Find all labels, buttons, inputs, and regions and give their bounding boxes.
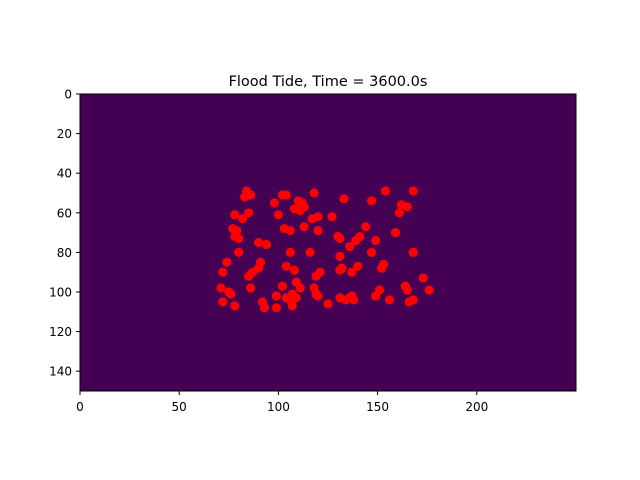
axes-frame	[79, 93, 577, 392]
particle-point	[234, 233, 244, 244]
particle-point	[216, 283, 226, 293]
particle-point	[347, 267, 357, 277]
particle-point	[335, 265, 345, 275]
particle-point	[285, 226, 295, 236]
particle-point	[384, 295, 395, 305]
particle-point	[230, 301, 240, 311]
particle-point	[367, 247, 377, 257]
particle-point	[240, 192, 250, 202]
y-tick-label: 120	[49, 325, 72, 339]
particle-point	[418, 273, 428, 283]
particle-point	[380, 186, 391, 196]
particle-point	[408, 295, 418, 305]
particle-point	[335, 233, 345, 244]
particle-point	[361, 222, 371, 232]
particle-point	[230, 210, 240, 220]
particle-point	[269, 198, 279, 208]
particle-point	[259, 303, 270, 313]
y-tick-label: 100	[49, 286, 72, 300]
particle-point	[371, 235, 381, 246]
particle-point	[335, 251, 345, 261]
particle-point	[311, 271, 321, 281]
x-tick-label: 100	[267, 400, 290, 414]
y-tick-label: 0	[64, 88, 72, 102]
particle-point	[313, 212, 323, 222]
particle-point	[371, 291, 381, 301]
x-tick-label: 150	[366, 400, 389, 414]
particle-point	[353, 261, 363, 271]
particle-point	[313, 291, 323, 301]
particle-point	[327, 212, 337, 222]
particle-point	[355, 232, 365, 242]
particle-point	[339, 194, 349, 204]
particle-point	[345, 241, 355, 252]
particle-point	[402, 285, 412, 295]
y-axis: 0 20 40 60 80 100 120 140	[49, 88, 80, 379]
particle-point	[295, 283, 305, 293]
particle-point	[234, 247, 244, 257]
particle-point	[277, 190, 287, 200]
particle-point	[222, 257, 232, 267]
particle-point	[309, 188, 319, 198]
particle-point	[424, 285, 434, 295]
plot-area	[79, 93, 577, 392]
y-tick-label: 140	[49, 365, 72, 379]
y-tick-label: 60	[57, 206, 72, 220]
particle-point	[408, 247, 418, 257]
particle-point	[218, 297, 228, 307]
y-tick-label: 80	[57, 246, 72, 260]
particle-point	[261, 239, 272, 250]
particle-point	[273, 210, 283, 220]
particle-point	[367, 196, 377, 206]
particle-point	[299, 222, 309, 232]
x-axis: 0 50 100 150 200	[76, 391, 488, 414]
particle-point	[289, 265, 299, 275]
particle-point	[277, 281, 287, 291]
particle-point	[226, 289, 236, 299]
field-image	[80, 94, 576, 391]
x-tick-label: 0	[76, 400, 84, 414]
particle-point	[289, 204, 299, 214]
particle-point	[349, 295, 359, 305]
particle-point	[281, 261, 291, 271]
particle-point	[377, 263, 387, 273]
particle-point	[238, 214, 248, 224]
particle-point	[285, 247, 295, 257]
particle-point	[402, 202, 412, 212]
particle-point	[244, 271, 254, 281]
particle-point	[390, 228, 401, 238]
x-tick-label: 50	[172, 400, 187, 414]
particle-point	[323, 299, 333, 309]
particle-point	[271, 291, 281, 301]
particle-point	[246, 283, 256, 293]
particle-point	[271, 303, 281, 313]
x-tick-label: 200	[465, 400, 488, 414]
chart-title: Flood Tide, Time = 3600.0s	[229, 74, 428, 90]
particle-point	[394, 208, 404, 218]
particle-point	[287, 301, 297, 311]
y-tick-label: 40	[57, 167, 72, 181]
particle-point	[305, 247, 315, 257]
particle-point	[244, 208, 254, 218]
particle-point	[408, 186, 418, 196]
particle-point	[291, 293, 301, 303]
particle-point	[313, 226, 323, 236]
particle-point	[218, 267, 228, 277]
particle-point	[254, 237, 264, 248]
y-tick-label: 20	[57, 127, 72, 141]
